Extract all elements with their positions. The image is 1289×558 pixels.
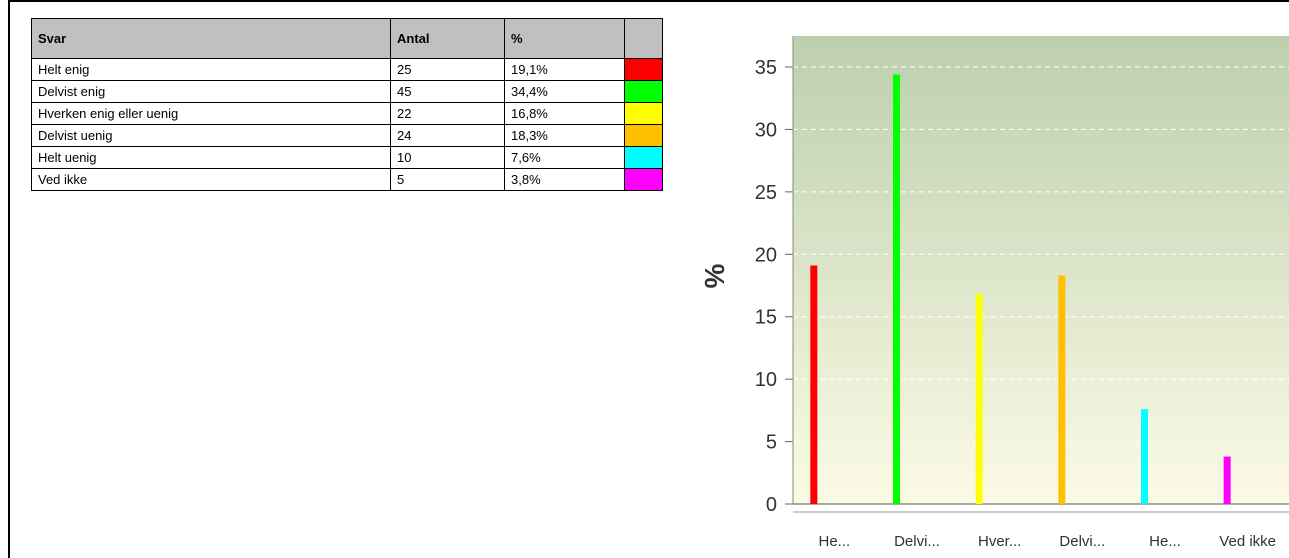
y-tick-label: 25 bbox=[755, 182, 777, 204]
bar bbox=[810, 265, 818, 504]
cell-percent: 19,1% bbox=[504, 58, 625, 81]
cell-antal: 10 bbox=[390, 146, 505, 169]
y-tick-label: 30 bbox=[755, 119, 777, 141]
table-row: Helt enig 25 19,1% bbox=[31, 58, 663, 81]
cell-percent: 18,3% bbox=[504, 124, 625, 147]
cell-color bbox=[624, 146, 663, 169]
x-category-label: Delvi... bbox=[1059, 533, 1105, 550]
table-row: Hverken enig eller uenig 22 16,8% bbox=[31, 102, 663, 125]
cell-color bbox=[624, 102, 663, 125]
y-tick-label: 0 bbox=[766, 494, 777, 516]
x-category-label: Ved ikke bbox=[1219, 533, 1276, 550]
x-category-label: Delvi... bbox=[894, 533, 940, 550]
cell-antal: 25 bbox=[390, 58, 505, 81]
header-svar: Svar bbox=[31, 18, 391, 59]
color-swatch bbox=[625, 147, 662, 168]
table-row: Delvist uenig 24 18,3% bbox=[31, 124, 663, 147]
color-swatch bbox=[625, 59, 662, 80]
cell-percent: 34,4% bbox=[504, 80, 625, 103]
cell-color bbox=[624, 80, 663, 103]
bar bbox=[975, 294, 983, 504]
color-swatch bbox=[625, 125, 662, 146]
color-swatch bbox=[625, 81, 662, 102]
x-category-label: Hver... bbox=[978, 533, 1021, 550]
bar bbox=[1141, 409, 1148, 504]
cell-percent: 16,8% bbox=[504, 102, 625, 125]
header-percent: % bbox=[504, 18, 625, 59]
cell-svar: Helt uenig bbox=[31, 146, 391, 169]
y-tick-label: 20 bbox=[755, 244, 777, 266]
report-frame bbox=[8, 0, 1289, 558]
cell-antal: 22 bbox=[390, 102, 505, 125]
bar bbox=[1223, 456, 1231, 504]
y-tick-label: 35 bbox=[755, 57, 777, 79]
plot-background bbox=[793, 36, 1289, 504]
cell-color bbox=[624, 58, 663, 81]
bar bbox=[1058, 275, 1066, 504]
bar-chart: 0 5 10 15 20 25 30 35% He... Delvi... Hver... Delvi… bbox=[699, 36, 1289, 550]
cell-svar: Ved ikke bbox=[31, 168, 391, 191]
color-swatch bbox=[625, 169, 662, 190]
x-category-label: He... bbox=[1149, 533, 1181, 550]
table-row: Delvist enig 45 34,4% bbox=[31, 80, 663, 103]
y-axis-label: % bbox=[699, 263, 730, 288]
cell-color bbox=[624, 124, 663, 147]
cell-antal: 24 bbox=[390, 124, 505, 147]
answers-table: Svar Antal % Helt enig 25 19,1% Delvist … bbox=[31, 18, 663, 191]
bar bbox=[893, 74, 900, 504]
cell-percent: 3,8% bbox=[504, 168, 625, 191]
y-tick-label: 15 bbox=[755, 307, 777, 329]
cell-color bbox=[624, 168, 663, 191]
y-tick-label: 5 bbox=[766, 432, 777, 454]
table-row: Ved ikke 5 3,8% bbox=[31, 168, 663, 191]
header-antal: Antal bbox=[390, 18, 505, 59]
cell-antal: 5 bbox=[390, 168, 505, 191]
table-row: Helt uenig 10 7,6% bbox=[31, 146, 663, 169]
table-header-row: Svar Antal % bbox=[31, 18, 663, 59]
cell-percent: 7,6% bbox=[504, 146, 625, 169]
header-color bbox=[624, 18, 663, 59]
x-category-label: He... bbox=[818, 533, 850, 550]
color-swatch bbox=[625, 103, 662, 124]
cell-svar: Hverken enig eller uenig bbox=[31, 102, 391, 125]
y-tick-label: 10 bbox=[755, 369, 777, 391]
cell-svar: Helt enig bbox=[31, 58, 391, 81]
cell-svar: Delvist uenig bbox=[31, 124, 391, 147]
cell-antal: 45 bbox=[390, 80, 505, 103]
cell-svar: Delvist enig bbox=[31, 80, 391, 103]
